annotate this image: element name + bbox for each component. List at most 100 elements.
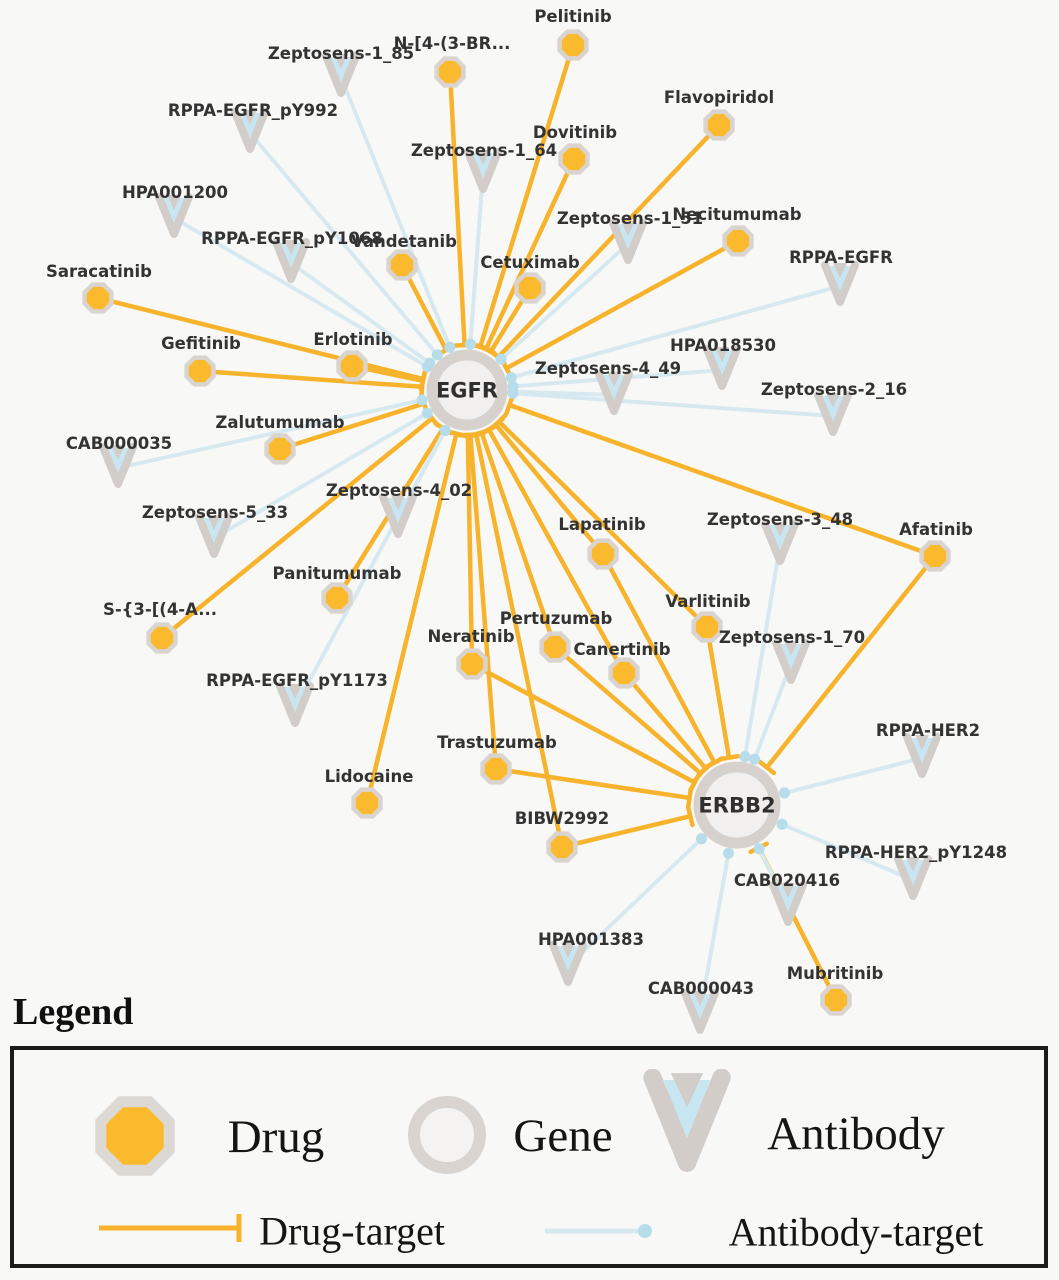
legend-antibody-target-label: Antibody-target (728, 1209, 984, 1255)
node-label-zeptosens-1-51: Zeptosens-1_51 (557, 209, 703, 228)
node-label-zeptosens-4-49: Zeptosens-4_49 (535, 359, 681, 378)
node-label-mubritinib: Mubritinib (787, 964, 884, 983)
node-label-vandetanib: Vandetanib (351, 232, 457, 251)
antibody-node-hpa018530[interactable] (703, 345, 741, 390)
drug-node-erlotinib[interactable] (336, 350, 368, 382)
antibody-node-rppa-egfr[interactable] (821, 261, 859, 306)
gene-node-egfr[interactable]: EGFR (426, 349, 508, 431)
node-label-panitumumab: Panitumumab (273, 564, 402, 583)
edge-drug-target-lidocaine-egfr (364, 429, 468, 804)
antibody-node-hpa001383[interactable] (549, 941, 587, 986)
node-label-n4-3br: N-[4-(3-BR... (394, 34, 511, 53)
antibody-node-zeptosens-1-51[interactable] (609, 219, 647, 264)
node-label-hpa001383: HPA001383 (538, 930, 644, 949)
antibody-node-cab020416[interactable] (769, 881, 807, 926)
drug-node-pertuzumab[interactable] (539, 631, 571, 663)
edge-antibody-target-cab000043-erbb2 (698, 847, 734, 1015)
node-label-zeptosens-3-48: Zeptosens-3_48 (707, 510, 853, 529)
node-label-zeptosens-2-16: Zeptosens-2_16 (761, 380, 907, 399)
legend-title: Legend (13, 991, 134, 1033)
node-label-zalutumumab: Zalutumumab (215, 413, 344, 432)
drug-node-lidocaine[interactable] (351, 787, 383, 819)
drug-node-mubritinib[interactable] (820, 984, 852, 1016)
node-label-zeptosens-4-02: Zeptosens-4_02 (326, 481, 472, 500)
node-label-hpa018530: HPA018530 (670, 336, 776, 355)
drug-node-zalutumumab[interactable] (264, 433, 296, 465)
node-label-varlitinib: Varlitinib (665, 592, 750, 611)
drug-node-vandetanib[interactable] (386, 249, 418, 281)
node-label-cetuximab: Cetuximab (480, 253, 580, 272)
drug-node-flavopiridol[interactable] (703, 109, 735, 141)
antibody-node-zeptosens-1-70[interactable] (772, 639, 810, 684)
antibody-node-zeptosens-4-02[interactable] (379, 493, 417, 538)
node-label-necitumumab: Necitumumab (672, 205, 801, 224)
antibody-node-rppa-egfr-py1068[interactable] (272, 238, 310, 283)
drug-node-varlitinib[interactable] (691, 611, 723, 643)
edge-antibody-target-rppa-egfr-py992-egfr (248, 131, 443, 361)
antibody-node-rppa-egfr-py992[interactable] (231, 108, 269, 153)
antibody-node-cab000043[interactable] (681, 989, 719, 1034)
edge-antibody-target-zeptosens-1-70-erbb2 (749, 663, 793, 765)
node-label-canertinib: Canertinib (573, 640, 670, 659)
legend-drug-icon (95, 1096, 175, 1176)
antibody-node-zeptosens-1-64[interactable] (464, 148, 502, 193)
legend-antibody-label: Antibody (767, 1108, 945, 1160)
antibody-node-rppa-egfr-py1173[interactable] (276, 682, 314, 727)
edge-antibody-target-zeptosens-5-33-egfr (212, 407, 433, 540)
node-label-rppa-her2-py1248: RPPA-HER2_pY1248 (825, 843, 1007, 862)
node-label-bibw2992: BIBW2992 (515, 809, 610, 828)
edge-antibody-target-zeptosens-1-51-egfr (495, 242, 630, 365)
drug-node-necitumumab[interactable] (722, 225, 754, 257)
legend-gene-label: Gene (513, 1110, 613, 1162)
edge-antibody-target-rppa-egfr-egfr (505, 284, 841, 384)
edge-drug-target-bibw2992-erbb2 (561, 805, 695, 850)
antibody-node-zeptosens-3-48[interactable] (761, 520, 799, 565)
legend-gene-icon (408, 1096, 486, 1174)
gene-label-erbb2: ERBB2 (698, 794, 775, 818)
antibody-node-hpa001200[interactable] (155, 193, 193, 238)
legend-drug-target-label: Drug-target (259, 1208, 445, 1254)
legend-drug-target-icon (99, 1214, 242, 1242)
drug-node-gefitinib[interactable] (184, 355, 216, 387)
antibody-node-rppa-her2-py1248[interactable] (894, 855, 932, 900)
edge-drug-target-afatinib-erbb2 (757, 554, 937, 776)
drug-node-neratinib[interactable] (456, 648, 488, 680)
drug-node-pelitinib[interactable] (557, 29, 589, 61)
antibody-node-zeptosens-5-33[interactable] (195, 513, 233, 558)
node-label-rppa-egfr: RPPA-EGFR (789, 248, 893, 267)
drug-node-lapatinib[interactable] (587, 538, 619, 570)
edge-antibody-target-cab000035-egfr (117, 394, 428, 470)
drug-node-afatinib[interactable] (919, 540, 951, 572)
node-label-saracatinib: Saracatinib (46, 262, 152, 281)
drug-node-s3-4a[interactable] (146, 622, 178, 654)
drug-node-n4-3br[interactable] (434, 56, 466, 88)
legend-antibody-icon (643, 1069, 731, 1172)
legend-antibody-target-icon (545, 1224, 652, 1238)
gene-node-erbb2[interactable]: ERBB2 (693, 761, 781, 849)
drug-node-canertinib[interactable] (608, 657, 640, 689)
edge-antibody-target-hpa001383-erbb2 (566, 833, 708, 968)
drug-node-cetuximab[interactable] (514, 272, 546, 304)
edge-antibody-target-rppa-egfr-py1068-egfr (289, 261, 436, 369)
antibody-node-rppa-her2[interactable] (903, 733, 941, 778)
antibody-node-zeptosens-1-85[interactable] (322, 52, 360, 97)
drug-node-panitumumab[interactable] (321, 582, 353, 614)
drug-node-saracatinib[interactable] (82, 282, 114, 314)
node-label-dovitinib: Dovitinib (533, 123, 617, 142)
node-label-afatinib: Afatinib (899, 520, 973, 539)
antibody-node-zeptosens-4-49[interactable] (595, 370, 633, 415)
drug-node-bibw2992[interactable] (546, 831, 578, 863)
antibody-node-cab000035[interactable] (99, 443, 137, 488)
antibody-node-zeptosens-2-16[interactable] (814, 391, 852, 436)
edge-drug-target-canertinib-erbb2 (622, 671, 715, 777)
node-label-zeptosens-1-64: Zeptosens-1_64 (411, 141, 557, 160)
edge-antibody-target-rppa-egfr-py1173-egfr (293, 424, 451, 708)
drug-node-dovitinib[interactable] (558, 143, 590, 175)
gene-label-egfr: EGFR (436, 379, 498, 403)
node-label-lapatinib: Lapatinib (558, 515, 646, 534)
node-label-rppa-egfr-py1068: RPPA-EGFR_pY1068 (201, 229, 383, 248)
node-label-rppa-her2: RPPA-HER2 (876, 721, 980, 740)
node-label-rppa-egfr-py1173: RPPA-EGFR_pY1173 (206, 671, 388, 690)
drug-node-trastuzumab[interactable] (480, 753, 512, 785)
